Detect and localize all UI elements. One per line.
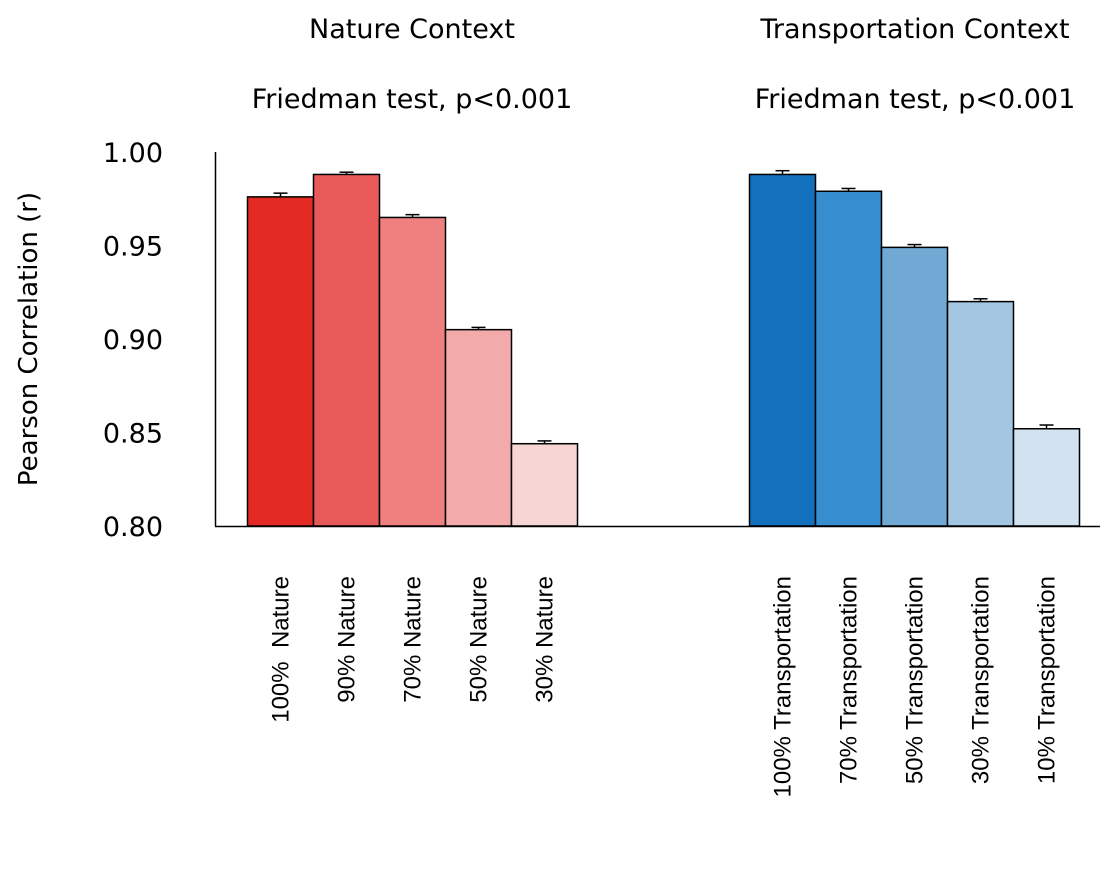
error-bar [405, 213, 420, 218]
x-tick-label: 100% Transportation [770, 576, 797, 797]
bar [444, 328, 513, 527]
x-tick-label: 30% Transportation [968, 576, 995, 784]
y-tick-label: 0.90 [103, 325, 163, 356]
bar [378, 216, 447, 527]
y-ticks: 0.80 0.85 0.90 0.95 1.00 [103, 138, 163, 543]
x-tick-label: 10% Transportation [1034, 576, 1061, 784]
x-tick-label: 100% Nature [268, 576, 295, 723]
y-tick-label: 0.95 [103, 232, 163, 263]
x-tick-label: 50% Nature [466, 576, 493, 703]
titles: Nature Context Friedman test, p<0.001 Tr… [252, 14, 1076, 115]
bar [814, 190, 883, 527]
x-tick-label: 90% Nature [334, 576, 361, 703]
error-bar [273, 192, 288, 197]
bar [510, 442, 579, 527]
y-tick-label: 0.80 [103, 512, 163, 543]
bar [1012, 428, 1081, 527]
bar [312, 173, 381, 527]
error-bar [973, 298, 988, 302]
bar [246, 196, 315, 527]
group-1-subtitle: Friedman test, p<0.001 [252, 84, 573, 115]
group-2-title: Transportation Context [759, 14, 1069, 45]
error-bar [339, 171, 354, 175]
bar [880, 246, 949, 527]
y-tick-label: 1.00 [103, 138, 163, 169]
x-tick-label: 50% Transportation [902, 576, 929, 784]
x-tick-label: 70% Nature [400, 576, 427, 703]
y-axis-label: Pearson Correlation (r) [14, 192, 44, 486]
x-tick-label: 30% Nature [532, 576, 559, 703]
error-bar [841, 187, 856, 192]
bar [748, 173, 817, 527]
bar [946, 300, 1015, 527]
error-bar [1039, 424, 1054, 429]
error-bar [471, 326, 486, 330]
error-bar [907, 243, 922, 248]
group-1-title: Nature Context [309, 14, 515, 45]
x-tick-label: 70% Transportation [836, 576, 863, 784]
error-bar [537, 440, 552, 444]
bars [246, 173, 1081, 527]
error-bar [775, 169, 790, 175]
error-bars [273, 169, 1054, 444]
category-labels: 100% Nature 90% Nature 70% Nature 50% Natur… [268, 576, 1061, 797]
group-2-subtitle: Friedman test, p<0.001 [755, 84, 1076, 115]
y-tick-label: 0.85 [103, 419, 163, 450]
